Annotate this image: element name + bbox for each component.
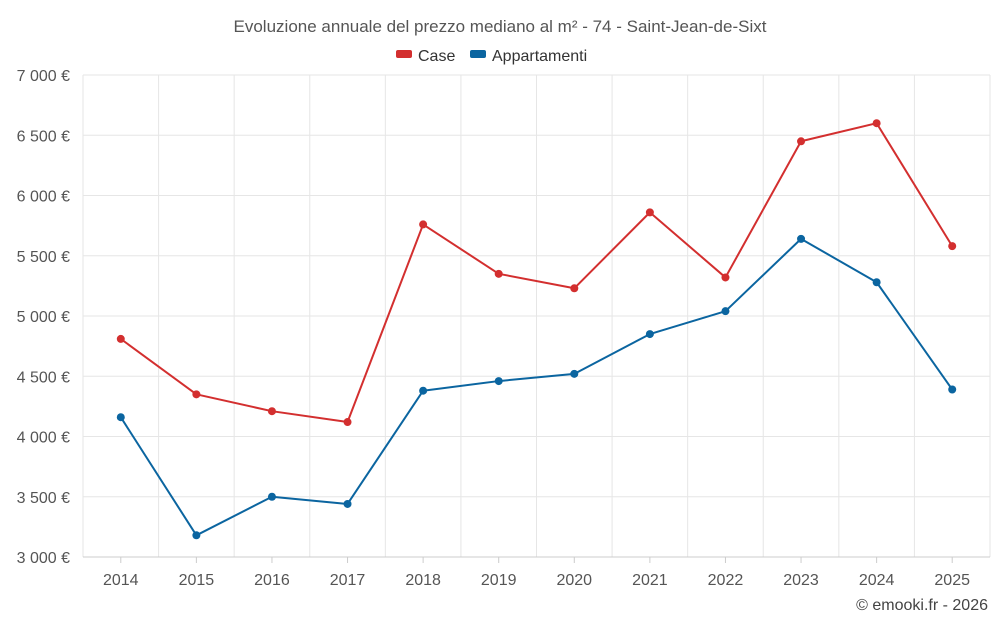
x-tick-label: 2020 [556,572,592,589]
x-tick-label: 2024 [859,572,895,589]
legend-label-appartamenti: Appartamenti [492,48,587,65]
y-axis-labels: 3 000 € 3 500 € 4 000 € 4 500 € 5 000 € 5 500… [17,68,70,567]
data-point-appartamenti[interactable] [570,369,579,378]
data-point-case[interactable] [797,137,806,146]
x-tick-label: 2017 [330,572,366,589]
data-point-case[interactable] [116,334,125,343]
data-point-case[interactable] [570,284,579,293]
y-tick-label: 5 500 € [17,249,70,266]
data-point-case[interactable] [948,242,957,251]
data-point-appartamenti[interactable] [116,413,125,422]
data-point-appartamenti[interactable] [645,330,654,339]
data-point-case[interactable] [267,407,276,416]
chart-title: Evoluzione annuale del prezzo mediano al… [234,17,767,36]
y-tick-label: 7 000 € [17,68,70,85]
series-points [116,119,957,540]
legend-swatch-appartamenti [470,50,486,58]
data-point-case[interactable] [645,208,654,217]
x-tick-label: 2018 [405,572,441,589]
data-point-appartamenti[interactable] [343,499,352,508]
data-point-appartamenti[interactable] [494,377,503,386]
data-point-case[interactable] [192,390,201,399]
series-line-case [120,122,954,424]
x-tick-label: 2021 [632,572,668,589]
data-point-appartamenti[interactable] [948,385,957,394]
x-tick-label: 2016 [254,572,290,589]
x-tick-label: 2025 [934,572,970,589]
y-tick-label: 6 000 € [17,189,70,206]
data-point-appartamenti[interactable] [419,386,428,395]
data-point-case[interactable] [872,119,881,128]
y-tick-label: 4 500 € [17,369,70,386]
series-line-appartamenti [119,237,954,537]
data-point-appartamenti[interactable] [192,531,201,540]
x-tick-label: 2014 [103,572,139,589]
y-tick-label: 4 000 € [17,430,70,447]
legend-label-case: Case [418,48,455,65]
legend: Case Appartamenti [396,48,587,65]
x-tick-label: 2015 [179,572,215,589]
x-tick-label: 2019 [481,572,517,589]
y-tick-label: 3 000 € [17,550,70,567]
x-tick-label: 2022 [708,572,744,589]
x-axis-labels: 2014 2015 2016 2017 2018 2019 2020 2021 2022 2023… [103,557,970,589]
legend-swatch-case [396,50,412,58]
data-point-case[interactable] [419,220,428,229]
legend-item-appartamenti[interactable]: Appartamenti [470,48,587,65]
y-tick-label: 3 500 € [17,490,70,507]
data-point-appartamenti[interactable] [721,307,730,316]
data-point-case[interactable] [721,273,730,282]
y-tick-label: 5 000 € [17,309,70,326]
x-tick-label: 2023 [783,572,819,589]
legend-item-case[interactable]: Case [396,48,455,65]
y-tick-label: 6 500 € [17,128,70,145]
data-point-case[interactable] [343,418,352,427]
series-lines [119,122,954,537]
data-point-case[interactable] [494,269,503,278]
data-point-appartamenti[interactable] [872,278,881,287]
data-point-appartamenti[interactable] [797,234,806,243]
data-point-appartamenti[interactable] [267,492,276,501]
credit-text: © emooki.fr - 2026 [856,597,988,614]
